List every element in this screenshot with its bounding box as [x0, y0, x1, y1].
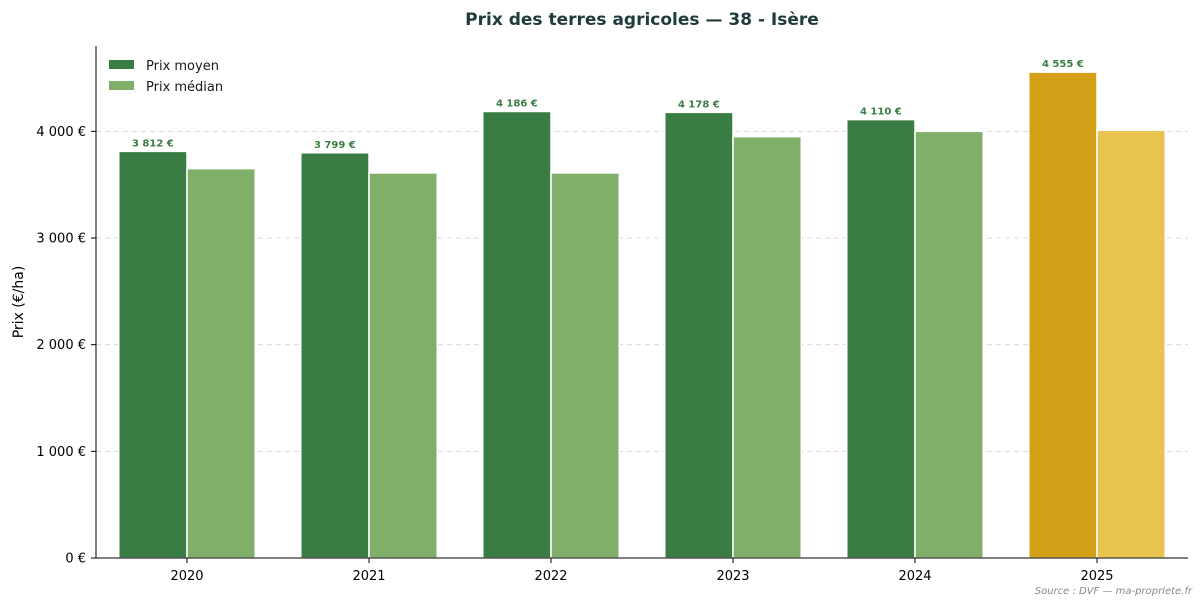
bar-prix-moyen-2021 [300, 152, 370, 559]
legend: Prix moyen Prix médian [109, 59, 223, 95]
grid-lines [96, 130, 1188, 452]
bar-prix-moyen-2022 [482, 110, 552, 559]
x-tick-label: 2023 [716, 569, 749, 584]
x-tick-label: 2025 [1080, 569, 1113, 584]
value-label-2024: 4 110 € [860, 107, 902, 118]
value-label-2022: 4 186 € [496, 98, 538, 109]
bar-prix-median-2022 [550, 172, 620, 559]
y-tick-label: 1 000 € [36, 445, 86, 460]
bar-prix-median-2025 [1096, 129, 1166, 559]
source-note: Source : DVF — ma-propriete.fr [1035, 586, 1193, 597]
legend-swatch-median [109, 81, 134, 90]
legend-label-mean: Prix moyen [146, 59, 219, 74]
axes: 0 € 1 000 € 2 000 € 3 000 € 4 000 € 2020 2021 2… [36, 46, 1188, 584]
y-tick-label: 0 € [65, 552, 86, 567]
bar-prix-moyen-2023 [664, 111, 734, 559]
value-label-2021: 3 799 € [314, 140, 356, 151]
x-tick-label: 2022 [534, 569, 567, 584]
x-tick-label: 2020 [170, 569, 203, 584]
x-tick-label: 2024 [898, 569, 931, 584]
value-label-2020: 3 812 € [132, 138, 174, 149]
legend-label-median: Prix médian [146, 80, 223, 95]
y-axis-label: Prix (€/ha) [11, 266, 27, 339]
y-tick-label: 3 000 € [36, 232, 86, 247]
bar-prix-median-2020 [186, 167, 256, 559]
value-label-2025: 4 555 € [1042, 59, 1084, 70]
bar-prix-median-2023 [732, 135, 802, 559]
bar-prix-moyen-2025 [1028, 71, 1098, 559]
y-tick-label: 4 000 € [36, 125, 86, 140]
bar-prix-moyen-2024 [846, 118, 916, 559]
y-tick-label: 2 000 € [36, 338, 86, 353]
legend-swatch-mean [109, 60, 134, 69]
x-tick-label: 2021 [352, 569, 385, 584]
bar-prix-median-2024 [914, 130, 984, 559]
value-label-2023: 4 178 € [678, 99, 720, 110]
bar-prix-median-2021 [368, 172, 438, 559]
value-labels: 3 812 € 3 799 € 4 186 € 4 178 € 4 110 € 4 555… [132, 59, 1084, 151]
chart-title: Prix des terres agricoles — 38 - Isère [465, 10, 819, 30]
bars [118, 71, 1166, 559]
bar-prix-moyen-2020 [118, 150, 188, 559]
